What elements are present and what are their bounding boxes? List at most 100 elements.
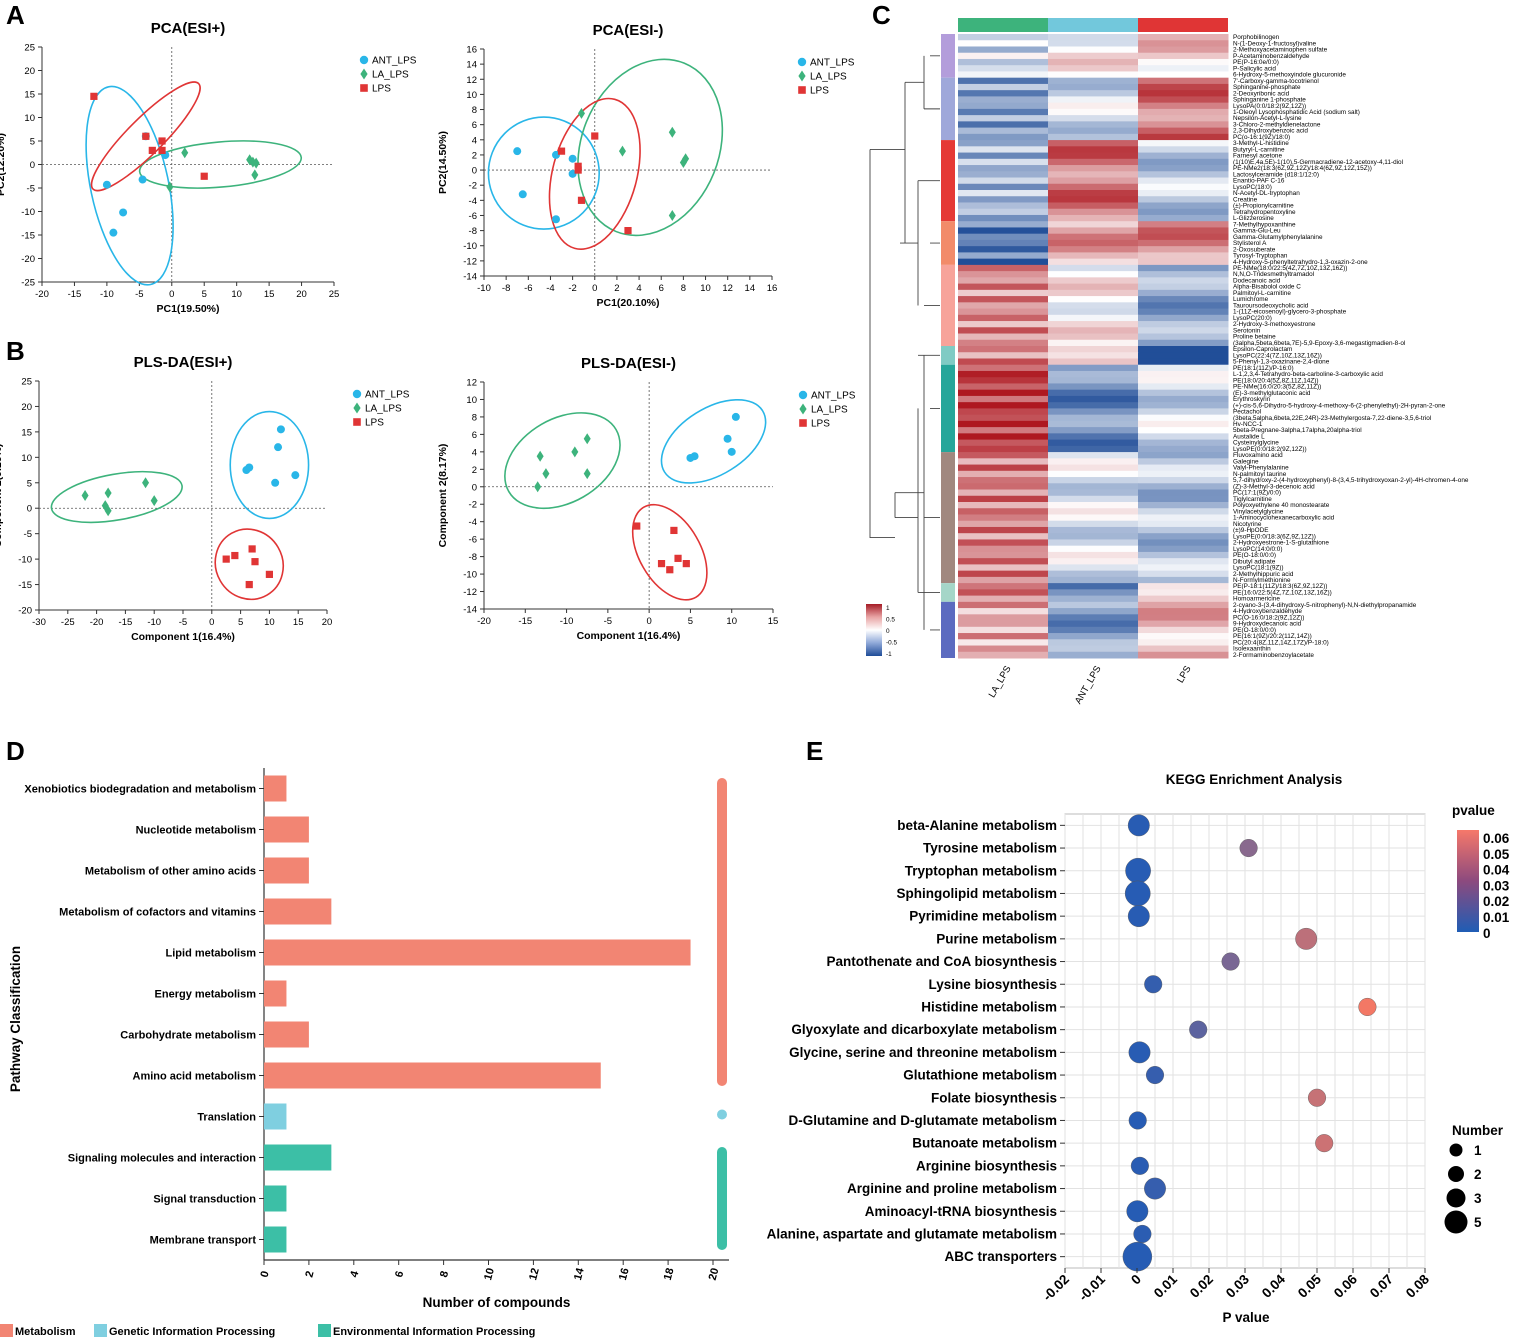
metabolite-label: Galegine [1233, 458, 1259, 465]
y-axis-label: Component 2(9.16%) [0, 444, 4, 548]
kegg-enrichment-chart: KEGG Enrichment Analysis beta-Alanine met… [767, 772, 1510, 1325]
heatmap-cell [1138, 414, 1229, 422]
y-axis-label: Component 2(8.17%) [437, 444, 449, 548]
heatmap-cell [1048, 502, 1139, 509]
x-axis-label: Number of compounds [423, 1295, 571, 1310]
heatmap-cell [1048, 177, 1139, 185]
heatmap-cell [1138, 589, 1229, 597]
metabolite-label: Porphobilinogen [1233, 34, 1280, 41]
heatmap-cell [1138, 283, 1229, 291]
metabolite-label: 2-Deoxyribonic acid [1233, 90, 1290, 97]
metabolite-label: Palmitoyl-L-carnitine [1233, 290, 1291, 297]
x-tick-label: -25 [61, 617, 75, 628]
heatmap-cell [1138, 52, 1229, 60]
data-point-la-lps [150, 495, 158, 507]
data-point-ant-lps [727, 447, 736, 456]
heatmap-cell [1138, 614, 1229, 622]
heatmap-cell [1138, 651, 1229, 659]
pathway-label: Glycine, serine and threonine metabolism [789, 1045, 1057, 1060]
size-legend-dot [1448, 1166, 1464, 1182]
heatmap-cell [1048, 633, 1139, 640]
metabolite-label: Creatine [1233, 196, 1258, 203]
bar-signaling-molecules-and-interaction [264, 1144, 332, 1171]
y-tick-label: 6 [472, 430, 477, 441]
heatmap-cell [958, 246, 1049, 253]
metabolite-label: (3beta,5alpha,6beta,22E,24R)-23-Methyler… [1233, 415, 1431, 422]
category-label: Amino acid metabolism [133, 1071, 257, 1083]
heatmap-cell [958, 564, 1049, 572]
data-point-lps [574, 162, 582, 170]
heatmap-cell [958, 221, 1049, 228]
data-point-la-lps [166, 181, 174, 193]
confidence-ellipse-ant-lps [85, 85, 174, 286]
heatmap-cell [1138, 558, 1229, 565]
legend-label: LPS [811, 419, 830, 430]
legend-label: LA_LPS [372, 70, 409, 81]
metabolite-label: Fluvoxamino acid [1233, 452, 1283, 459]
heatmap-cell [1138, 564, 1229, 572]
heatmap-cell [1138, 408, 1229, 416]
metabolite-label: 2,3-Dihydroxybenzoic acid [1233, 128, 1308, 135]
heatmap-cell [1138, 96, 1229, 104]
x-tick-label: -4 [546, 283, 554, 294]
group-indicator-environmental [717, 1147, 727, 1250]
plsda-esi-neg-chart: PLS-DA(ESI-)-20 -15 -10 -5 0 5 10 15-14-12-10-8… [437, 355, 856, 642]
heatmap-cell [1048, 601, 1139, 609]
heatmap-cell [958, 389, 1049, 397]
category-label: Signaling molecules and interaction [68, 1153, 257, 1165]
heatmap-cell [958, 614, 1049, 622]
heatmap-cell [958, 233, 1049, 241]
heatmap-cell [1138, 327, 1229, 335]
heatmap-cell [1048, 595, 1139, 603]
heatmap-cell [1048, 71, 1139, 79]
heatmap-cell [958, 483, 1049, 491]
y-tick-label: -6 [469, 211, 477, 222]
y-tick-label: 12 [466, 378, 477, 389]
category-label: Translation [197, 1112, 256, 1124]
y-tick-label: 14 [466, 60, 477, 71]
chart-title: PCA(ESI-) [593, 22, 664, 39]
metabolite-label: LysoPC(18:0) [1233, 184, 1272, 191]
pathway-label: Folate biosynthesis [931, 1090, 1057, 1105]
column-group-bar [1048, 18, 1138, 32]
heatmap-cell [958, 190, 1049, 197]
x-tick-label: 15 [768, 616, 779, 627]
data-point-la-lps [534, 481, 542, 493]
pathway-label: Tryptophan metabolism [905, 863, 1057, 878]
heatmap-cell [1048, 570, 1139, 578]
x-tick-label: -15 [119, 617, 133, 628]
heatmap-cell [958, 364, 1049, 372]
heatmap-cell [1138, 395, 1229, 403]
category-label: Nucleotide metabolism [136, 825, 257, 837]
x-tick-label: 2 [614, 283, 619, 294]
heatmap-cell [1048, 377, 1139, 384]
heatmap-cell [1048, 576, 1139, 584]
heatmap-cell [1048, 439, 1139, 447]
heatmap-cell [1048, 514, 1139, 522]
x-tick-label: 20 [296, 289, 307, 300]
row-cluster-bar [941, 364, 955, 453]
x-tick-label: 6 [393, 1270, 406, 1279]
x-tick-label: 0.06 [1331, 1271, 1361, 1301]
metabolite-label: PC(o-16:1(9Z)/18:0) [1233, 134, 1290, 141]
heatmap-cell [1048, 277, 1139, 285]
data-point-la-lps [252, 157, 260, 169]
legend-label: ANT_LPS [810, 58, 855, 69]
legend-label: LA_LPS [365, 404, 402, 415]
data-point-lps [231, 551, 239, 560]
heatmap-cell [1048, 108, 1139, 116]
color-legend-tick: 0 [1483, 926, 1491, 941]
heatmap-cell [958, 589, 1049, 597]
x-tick-label: -10 [477, 283, 491, 294]
heatmap-cell [1048, 526, 1139, 534]
x-tick-label: 0.01 [1151, 1271, 1181, 1301]
heatmap-cell [1048, 639, 1139, 647]
heatmap-cell [1048, 146, 1139, 154]
heatmap-cell [958, 570, 1049, 578]
metabolite-label: 7'-Carboxy-gamma-tocotrienol [1233, 78, 1319, 85]
heatmap-cell [1048, 589, 1139, 597]
legend-swatch-metabolism [0, 1324, 13, 1337]
metabolite-label: PE-NMe2(18:3(6Z,9Z,12Z)/18:4(6Z,9Z,12Z,1… [1233, 165, 1372, 172]
kegg-point [1133, 1224, 1152, 1243]
heatmap-cell [958, 477, 1049, 484]
